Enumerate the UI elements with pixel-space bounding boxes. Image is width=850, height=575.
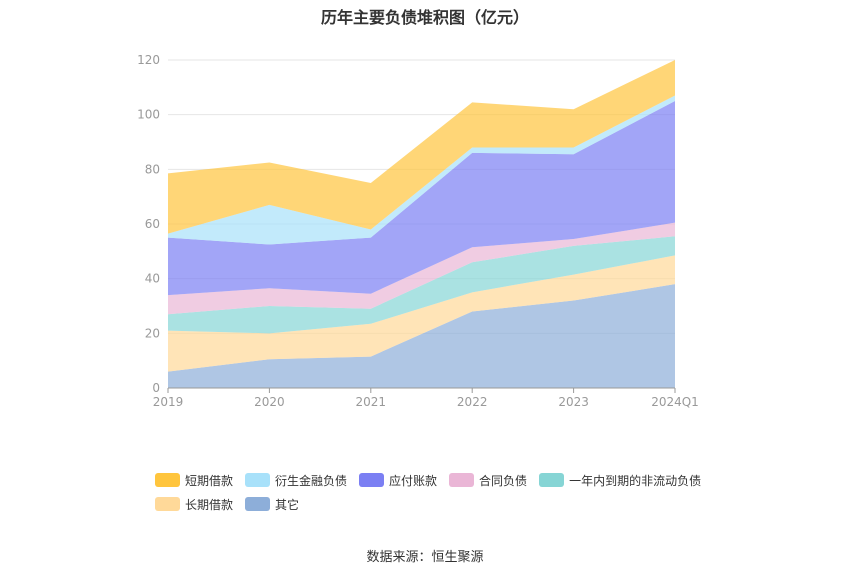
y-tick-label: 20 (145, 326, 160, 340)
area-series-4[interactable] (168, 101, 675, 296)
legend-item[interactable]: 一年内到期的非流动负债 (539, 472, 701, 488)
x-tick-label: 2021 (356, 395, 387, 409)
y-tick-label: 120 (137, 53, 160, 67)
legend-swatch (155, 473, 180, 487)
legend-swatch (449, 473, 475, 487)
legend-swatch (245, 497, 271, 511)
y-tick-label: 60 (145, 217, 160, 231)
legend-swatch (539, 473, 565, 487)
legend: 短期借款 衍生金融负债 应付账款 合同负债 一年内到期的非流动负债长期借款 其它 (155, 472, 715, 512)
legend-item[interactable]: 短期借款 (155, 472, 233, 488)
x-tick-label: 2023 (558, 395, 589, 409)
area-series-3[interactable] (168, 222, 675, 315)
legend-swatch (155, 497, 180, 511)
area-series-0[interactable] (168, 284, 675, 388)
area-series-1[interactable] (168, 255, 675, 372)
x-tick-label: 2019 (153, 395, 184, 409)
legend-item[interactable]: 合同负债 (449, 472, 527, 488)
area-series-6[interactable] (168, 60, 675, 234)
x-tick-label: 2020 (254, 395, 285, 409)
area-series-2[interactable] (168, 236, 675, 334)
data-source: 数据来源：恒生聚源 (366, 550, 484, 565)
area-series-5[interactable] (168, 95, 675, 245)
legend-item[interactable]: 衍生金融负债 (245, 472, 347, 488)
legend-label: 合同负债 (479, 473, 528, 488)
legend-label: 长期借款 (185, 497, 234, 512)
chart-title: 历年主要负债堆积图（亿元） (320, 8, 529, 27)
y-tick-label: 80 (145, 162, 160, 176)
y-tick-label: 100 (137, 108, 160, 122)
legend-swatch (359, 473, 385, 487)
legend-item[interactable]: 其它 (245, 496, 299, 512)
y-tick-label: 40 (145, 272, 160, 286)
legend-label: 应付账款 (389, 473, 438, 488)
legend-swatch (245, 473, 271, 487)
legend-label: 衍生金融负债 (275, 473, 348, 488)
legend-item[interactable]: 应付账款 (359, 472, 437, 488)
x-tick-label: 2024Q1 (651, 395, 699, 409)
axes: 0 20 40 60 80 100 120 2019 2020 2021 2022 2023 2024Q… (137, 53, 699, 409)
legend-item[interactable]: 长期借款 (155, 496, 233, 512)
area-series (168, 60, 675, 388)
x-tick-label: 2022 (457, 395, 488, 409)
legend-label: 短期借款 (185, 473, 234, 488)
y-tick-label: 0 (152, 381, 160, 395)
legend-label: 其它 (275, 497, 300, 512)
legend-label: 一年内到期的非流动负债 (569, 473, 702, 488)
